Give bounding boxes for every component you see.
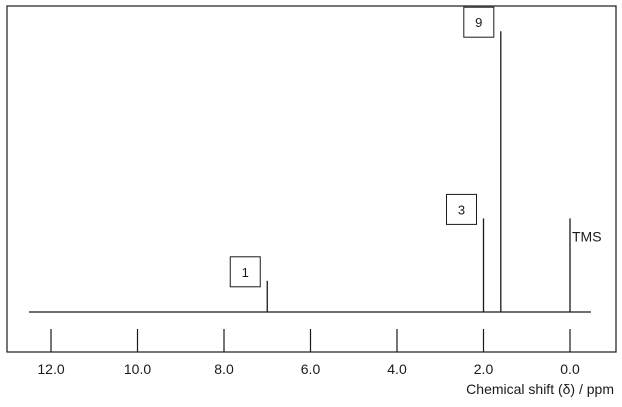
plot-frame	[6, 5, 617, 353]
peak-integration-box	[446, 193, 477, 225]
x-axis-title: Chemical shift (δ) / ppm	[466, 381, 614, 397]
peak-integration-box	[463, 6, 495, 38]
x-tick-label: 10.0	[124, 361, 151, 377]
x-axis-ticks: 12.0 10.0 8.0 6.0 4.0 2.0 0.0	[37, 329, 580, 377]
x-tick-label: 0.0	[560, 361, 580, 377]
peak-reference-label: TMS	[572, 228, 602, 244]
x-tick-label: 8.0	[214, 361, 234, 377]
x-tick-label: 4.0	[387, 361, 407, 377]
peak-integration-label: 3	[458, 202, 465, 217]
peak-integration-label: 1	[242, 265, 249, 280]
peak-integration-box	[229, 256, 261, 288]
x-tick-label: 6.0	[301, 361, 321, 377]
x-tick-label: 12.0	[37, 361, 64, 377]
x-tick-label: 2.0	[474, 361, 494, 377]
peaks: 1 3 9 TMS	[229, 6, 602, 312]
peak-integration-label: 9	[475, 15, 482, 30]
